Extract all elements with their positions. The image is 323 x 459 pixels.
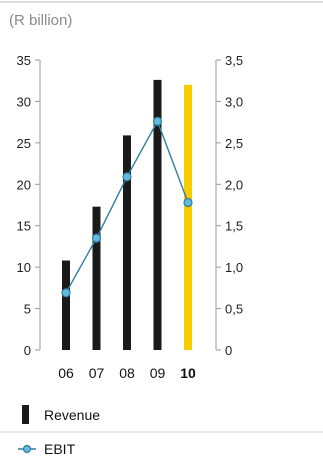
right-axis: 0 0,5 1,0 1,5 2,0 2,5 3,0 3,5 [216,53,243,358]
ebit-point [154,117,162,125]
left-tick-label: 5 [24,302,31,317]
right-tick-label: 3,5 [225,53,243,68]
revenue-bar [123,135,131,350]
left-axis: 0 5 10 15 20 25 30 35 [17,53,40,358]
revenue-bar [184,85,192,350]
unit-label: (R billion) [9,12,72,29]
left-tick-label: 30 [17,94,31,109]
revenue-bar [62,261,70,350]
ebit-point [123,173,131,181]
revenue-bars [62,80,192,350]
right-tick-label: 2,5 [225,136,243,151]
category-label: 06 [58,365,74,381]
right-tick-label: 3,0 [225,94,243,109]
revenue-bar [93,207,101,350]
right-tick-label: 2,0 [225,177,243,192]
legend-revenue-swatch [22,405,29,424]
right-tick-label: 0,5 [225,302,243,317]
right-tick-label: 0 [225,343,232,358]
right-tick-label: 1,5 [225,219,243,234]
ebit-point [184,199,192,207]
legend-ebit-label: EBIT [44,441,76,457]
left-tick-label: 10 [17,260,31,275]
left-tick-label: 0 [24,343,31,358]
left-tick-label: 20 [17,177,31,192]
legend-ebit-marker [24,446,31,453]
left-tick-label: 15 [17,219,31,234]
category-label: 07 [89,365,105,381]
left-tick-label: 35 [17,53,31,68]
ebit-point [93,234,101,242]
category-label: 09 [150,365,166,381]
legend: Revenue EBIT [0,405,323,457]
category-label: 08 [119,365,135,381]
ebit-point [62,289,70,297]
category-labels: 06 07 08 09 10 [58,365,196,381]
category-label: 10 [180,365,196,381]
left-tick-label: 25 [17,136,31,151]
legend-revenue-label: Revenue [44,407,100,423]
right-tick-label: 1,0 [225,260,243,275]
